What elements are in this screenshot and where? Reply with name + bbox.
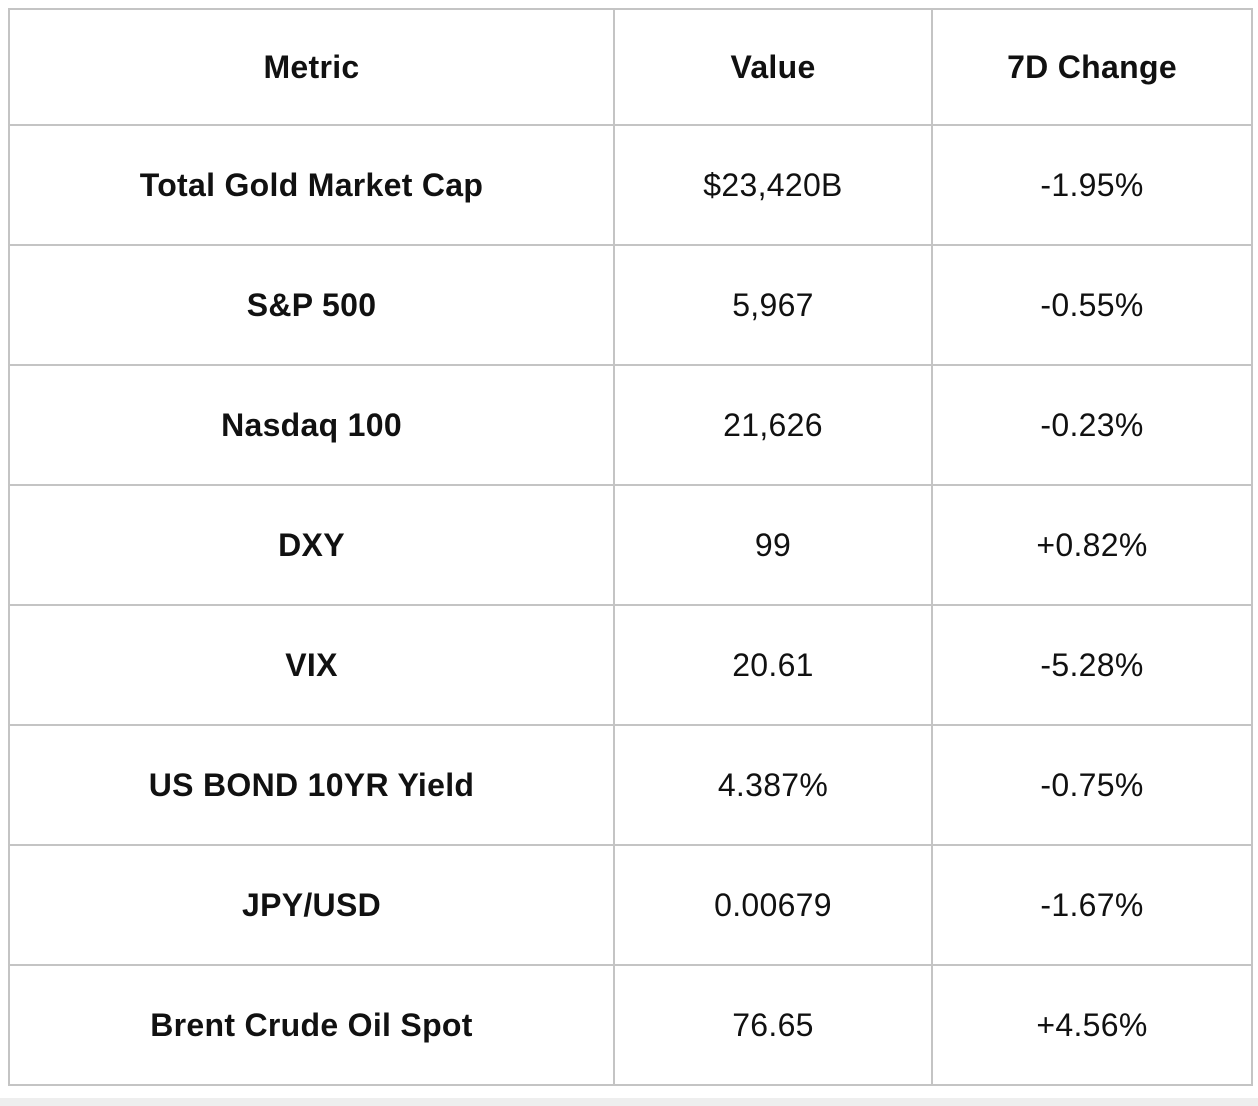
change-cell: -0.23% — [931, 364, 1253, 486]
change-cell: -0.55% — [931, 244, 1253, 366]
value-cell: 99 — [613, 484, 933, 606]
value-cell: $23,420B — [613, 124, 933, 246]
metric-cell: Nasdaq 100 — [8, 364, 615, 486]
header-row: Metric Value 7D Change — [8, 8, 1253, 126]
table-row: Total Gold Market Cap $23,420B -1.95% — [8, 124, 1253, 246]
change-cell: -0.75% — [931, 724, 1253, 846]
table-row: Brent Crude Oil Spot 76.65 +4.56% — [8, 964, 1253, 1086]
table-row: DXY 99 +0.82% — [8, 484, 1253, 606]
metric-cell: VIX — [8, 604, 615, 726]
table-row: US BOND 10YR Yield 4.387% -0.75% — [8, 724, 1253, 846]
metric-cell: Brent Crude Oil Spot — [8, 964, 615, 1086]
column-header-metric: Metric — [8, 8, 615, 126]
value-cell: 20.61 — [613, 604, 933, 726]
metric-cell: US BOND 10YR Yield — [8, 724, 615, 846]
value-cell: 4.387% — [613, 724, 933, 846]
change-cell: -1.67% — [931, 844, 1253, 966]
metrics-table: Metric Value 7D Change Total Gold Market… — [8, 8, 1253, 1086]
column-header-value: Value — [613, 8, 933, 126]
column-header-7d-change: 7D Change — [931, 8, 1253, 126]
table-row: VIX 20.61 -5.28% — [8, 604, 1253, 726]
table-row: Nasdaq 100 21,626 -0.23% — [8, 364, 1253, 486]
value-cell: 76.65 — [613, 964, 933, 1086]
change-cell: -1.95% — [931, 124, 1253, 246]
value-cell: 5,967 — [613, 244, 933, 366]
metrics-table-container: Metric Value 7D Change Total Gold Market… — [8, 8, 1253, 1086]
change-cell: +4.56% — [931, 964, 1253, 1086]
value-cell: 21,626 — [613, 364, 933, 486]
metric-cell: DXY — [8, 484, 615, 606]
metric-cell: Total Gold Market Cap — [8, 124, 615, 246]
page-bottom-edge — [0, 1098, 1258, 1106]
metric-cell: S&P 500 — [8, 244, 615, 366]
change-cell: -5.28% — [931, 604, 1253, 726]
table-row: S&P 500 5,967 -0.55% — [8, 244, 1253, 366]
table-row: JPY/USD 0.00679 -1.67% — [8, 844, 1253, 966]
change-cell: +0.82% — [931, 484, 1253, 606]
value-cell: 0.00679 — [613, 844, 933, 966]
metric-cell: JPY/USD — [8, 844, 615, 966]
